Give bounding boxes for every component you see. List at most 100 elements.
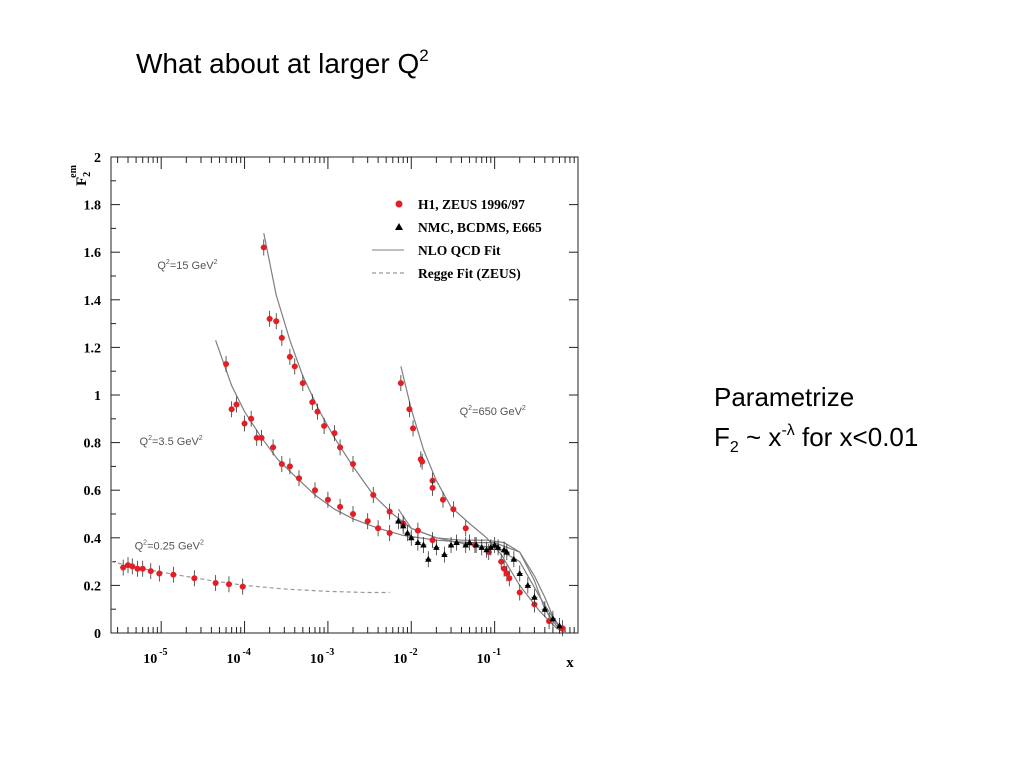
h1-zeus-point <box>120 564 127 571</box>
qcd-fit-curve <box>400 366 566 634</box>
y-tick-label: 0 <box>94 627 101 642</box>
h1-zeus-point <box>370 491 377 498</box>
q2-annotation: Q2=3.5 GeV2 <box>140 435 203 448</box>
h1-zeus-point <box>450 506 457 513</box>
qcd-fit-curve <box>263 233 566 632</box>
q2-annotation-q: Q <box>140 436 149 448</box>
nmc-bcdms-point <box>399 522 407 529</box>
h1-zeus-point <box>296 475 303 482</box>
q2-annotation: Q2=650 GeV2 <box>460 405 526 418</box>
h1-zeus-point <box>321 422 328 429</box>
x-tick-label: 10 <box>477 652 491 667</box>
h1-zeus-point <box>286 353 293 360</box>
y-tick-label: 1.2 <box>84 341 102 356</box>
legend-circle-marker <box>395 200 403 208</box>
nmc-bcdms-point <box>531 593 538 600</box>
nmc-bcdms-point <box>462 541 469 548</box>
h1-zeus-point <box>337 444 344 451</box>
y-tick-label: 1 <box>94 389 101 404</box>
h1-zeus-point <box>278 334 285 341</box>
nmc-bcdms-point <box>466 539 473 546</box>
nmc-bcdms-point <box>447 541 455 548</box>
q2-annotation-rest: =3.5 GeV <box>152 436 199 448</box>
nmc-bcdms-point <box>524 581 532 588</box>
y-tick-label: 0.2 <box>84 579 102 594</box>
x-tick-exponent: -2 <box>409 647 417 658</box>
h1-zeus-point <box>134 565 141 572</box>
h1-zeus-point <box>429 537 436 544</box>
h1-zeus-point <box>228 406 235 413</box>
nmc-bcdms-point <box>491 541 498 548</box>
q2-annotation-sup: 2 <box>166 259 170 266</box>
nmc-bcdms-point <box>414 539 422 546</box>
h1-zeus-point <box>233 401 240 408</box>
h1-zeus-point <box>139 565 146 572</box>
h1-zeus-point <box>462 525 469 532</box>
y-tick-label: 0.8 <box>84 437 102 452</box>
h1-zeus-point <box>375 525 382 532</box>
note-mid: ~ x <box>738 422 782 452</box>
nmc-bcdms-point <box>556 622 563 629</box>
x-tick-exponent: -1 <box>493 647 501 658</box>
nmc-bcdms-point <box>453 539 460 546</box>
h1-zeus-point <box>239 583 246 590</box>
y-axis-label-f: F <box>74 177 90 186</box>
q2-annotation-rest: =0.25 GeV <box>147 541 201 553</box>
y-axis-label: F2em <box>68 164 93 186</box>
y-tick-label: 1.8 <box>84 199 102 214</box>
legend-label: NLO QCD Fit <box>418 243 501 258</box>
legend: H1, ZEUS 1996/97 NMC, BCDMS, E665 NLO QCD … <box>372 197 542 281</box>
h1-zeus-point <box>506 575 513 582</box>
nmc-bcdms-point <box>395 517 402 524</box>
x-tick-exponent: -3 <box>326 647 334 658</box>
legend-label: H1, ZEUS 1996/97 <box>418 197 525 212</box>
q2-annotation-rest: =15 GeV <box>170 260 214 272</box>
h1-zeus-point <box>350 511 357 517</box>
h1-zeus-point <box>156 570 163 577</box>
h1-zeus-point <box>419 458 426 465</box>
h1-zeus-point <box>253 434 260 441</box>
h1-zeus-point <box>406 406 413 413</box>
h1-zeus-point <box>286 463 293 470</box>
nmc-bcdms-point <box>420 541 427 548</box>
q2-annotation-q: Q <box>135 541 144 553</box>
h1-zeus-point <box>241 420 248 427</box>
data-points <box>120 239 566 637</box>
h1-zeus-point <box>397 380 404 387</box>
note-sup: -λ <box>781 422 795 439</box>
y-tick-label: 0.6 <box>84 484 102 499</box>
slide-title-sup: 2 <box>419 46 429 65</box>
h1-zeus-point <box>299 380 306 387</box>
note-line-1: Parametrize <box>714 382 855 412</box>
y-tick-label: 1.4 <box>84 294 102 309</box>
h1-zeus-point <box>278 461 285 468</box>
nmc-bcdms-point <box>404 529 411 536</box>
slide-title: What about at larger Q2 <box>136 46 429 80</box>
q2-annotation-sup: 2 <box>148 435 152 442</box>
q2-annotation-sup2: 2 <box>200 540 204 547</box>
q2-annotation-q: Q <box>157 260 166 272</box>
q2-annotation-sup2: 2 <box>214 259 218 266</box>
h1-zeus-point <box>212 580 219 587</box>
h1-zeus-point <box>270 444 277 451</box>
h1-zeus-point <box>248 415 255 422</box>
h1-zeus-point <box>350 461 357 468</box>
nmc-bcdms-point <box>510 555 518 562</box>
nmc-bcdms-point <box>441 550 448 557</box>
q2-annotation-q: Q <box>460 406 469 418</box>
h1-zeus-point <box>273 318 280 325</box>
legend-label: NMC, BCDMS, E665 <box>418 220 542 235</box>
h1-zeus-point <box>429 484 436 491</box>
nmc-bcdms-point <box>541 605 549 612</box>
q2-annotation-sup: 2 <box>143 540 147 547</box>
h1-zeus-point <box>501 565 508 572</box>
x-tick-label: 10 <box>143 652 157 667</box>
nmc-bcdms-point <box>487 543 495 550</box>
note-line-2: F2 ~ x-λ for x<0.01 <box>714 414 918 465</box>
note-end: for x<0.01 <box>794 422 919 452</box>
h1-zeus-point <box>291 363 298 370</box>
h1-zeus-point <box>364 518 371 525</box>
nmc-bcdms-point <box>494 543 502 550</box>
